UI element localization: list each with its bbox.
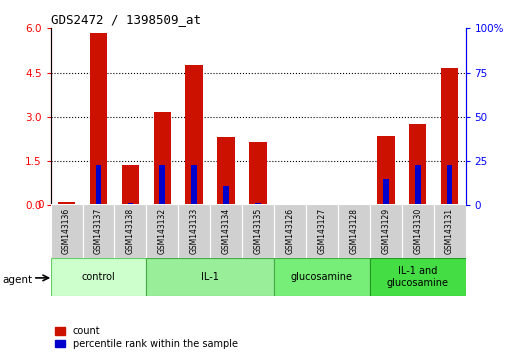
Bar xyxy=(274,258,369,296)
Text: GSM143132: GSM143132 xyxy=(158,208,167,254)
Text: GSM143133: GSM143133 xyxy=(189,208,198,254)
Bar xyxy=(318,204,324,205)
Bar xyxy=(146,204,178,258)
Bar xyxy=(50,204,82,258)
Bar xyxy=(241,204,274,258)
Bar xyxy=(153,113,171,205)
Bar xyxy=(446,166,451,205)
Text: IL-1 and
glucosamine: IL-1 and glucosamine xyxy=(386,266,448,288)
Bar xyxy=(414,166,420,205)
Bar xyxy=(223,186,229,205)
Bar xyxy=(121,166,139,205)
Bar xyxy=(50,258,146,296)
Text: GSM143126: GSM143126 xyxy=(285,208,294,254)
Bar xyxy=(249,142,266,205)
Bar xyxy=(274,204,306,258)
Text: GSM143131: GSM143131 xyxy=(444,208,453,254)
Bar xyxy=(369,204,401,258)
Bar xyxy=(210,204,241,258)
Legend: count, percentile rank within the sample: count, percentile rank within the sample xyxy=(56,326,237,349)
Bar xyxy=(337,204,369,258)
Bar xyxy=(350,204,356,205)
Bar xyxy=(408,124,426,205)
Bar xyxy=(95,166,101,205)
Bar xyxy=(127,203,133,205)
Bar xyxy=(369,258,465,296)
Bar xyxy=(178,204,210,258)
Bar xyxy=(286,204,292,205)
Text: IL-1: IL-1 xyxy=(201,272,219,282)
Text: GSM143127: GSM143127 xyxy=(317,208,326,254)
Bar xyxy=(191,166,197,205)
Bar xyxy=(382,179,388,205)
Bar xyxy=(306,204,337,258)
Text: GDS2472 / 1398509_at: GDS2472 / 1398509_at xyxy=(50,13,200,26)
Text: control: control xyxy=(81,272,115,282)
Bar xyxy=(255,203,261,205)
Bar xyxy=(185,65,203,205)
Text: glucosamine: glucosamine xyxy=(290,272,352,282)
Bar xyxy=(82,204,114,258)
Bar xyxy=(159,166,165,205)
Bar xyxy=(217,137,234,205)
Bar xyxy=(64,204,69,205)
Bar xyxy=(376,136,394,205)
Text: GSM143128: GSM143128 xyxy=(348,208,358,254)
Bar xyxy=(146,258,274,296)
Text: GSM143138: GSM143138 xyxy=(126,208,135,254)
Bar xyxy=(440,68,458,205)
Text: GSM143129: GSM143129 xyxy=(380,208,389,254)
Text: GSM143130: GSM143130 xyxy=(412,208,421,254)
Bar xyxy=(89,33,107,205)
Text: GSM143134: GSM143134 xyxy=(221,208,230,254)
Bar xyxy=(401,204,433,258)
Text: GSM143137: GSM143137 xyxy=(94,208,103,254)
Bar xyxy=(114,204,146,258)
Text: 0: 0 xyxy=(38,200,44,210)
Text: GSM143136: GSM143136 xyxy=(62,208,71,254)
Bar xyxy=(433,204,465,258)
Bar xyxy=(58,202,75,205)
Text: agent: agent xyxy=(3,275,33,285)
Text: GSM143135: GSM143135 xyxy=(253,208,262,254)
